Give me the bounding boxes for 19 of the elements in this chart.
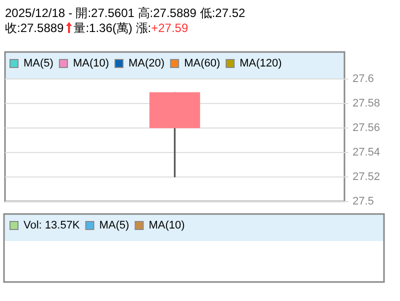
legend-label: MA(10) <box>148 220 185 232</box>
y-tick-label: 27.52 <box>352 170 380 183</box>
text: 量:1.36(萬) <box>74 21 132 35</box>
legend-label: MA(20) <box>128 58 165 70</box>
y-tick-label: 27.58 <box>352 98 380 110</box>
legend-label: MA(10) <box>72 58 110 70</box>
legend-label: MA(120) <box>240 58 282 70</box>
legend-label: MA(5) <box>99 220 130 232</box>
y-tick-label: 27.6 <box>352 73 374 86</box>
legend-label: MA(60) <box>184 58 220 70</box>
legend-label: MA(5) <box>24 58 54 70</box>
chart-title: 2025/12/18 - 開:27.5601 高:27.5889 低:27.52 <box>5 6 246 21</box>
legend-label: Vol: 13.57K <box>24 220 80 232</box>
text: +27.59 <box>151 21 188 35</box>
text: 漲: <box>136 21 152 35</box>
y-tick-label: 27.5 <box>352 195 374 208</box>
y-tick-label: 27.56 <box>352 122 380 134</box>
y-tick-label: 27.54 <box>352 146 380 158</box>
text: 收:27.5889 <box>5 21 64 35</box>
